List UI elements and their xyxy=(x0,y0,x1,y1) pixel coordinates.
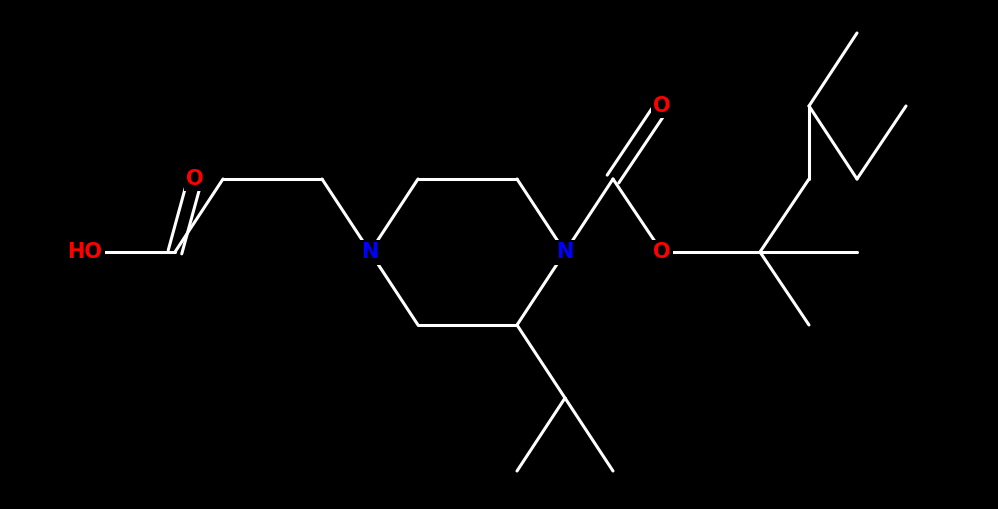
Text: N: N xyxy=(361,242,378,262)
Text: O: O xyxy=(653,96,671,116)
Text: N: N xyxy=(556,242,574,262)
Text: HO: HO xyxy=(68,242,103,262)
Text: O: O xyxy=(653,242,671,262)
Text: O: O xyxy=(187,169,204,189)
